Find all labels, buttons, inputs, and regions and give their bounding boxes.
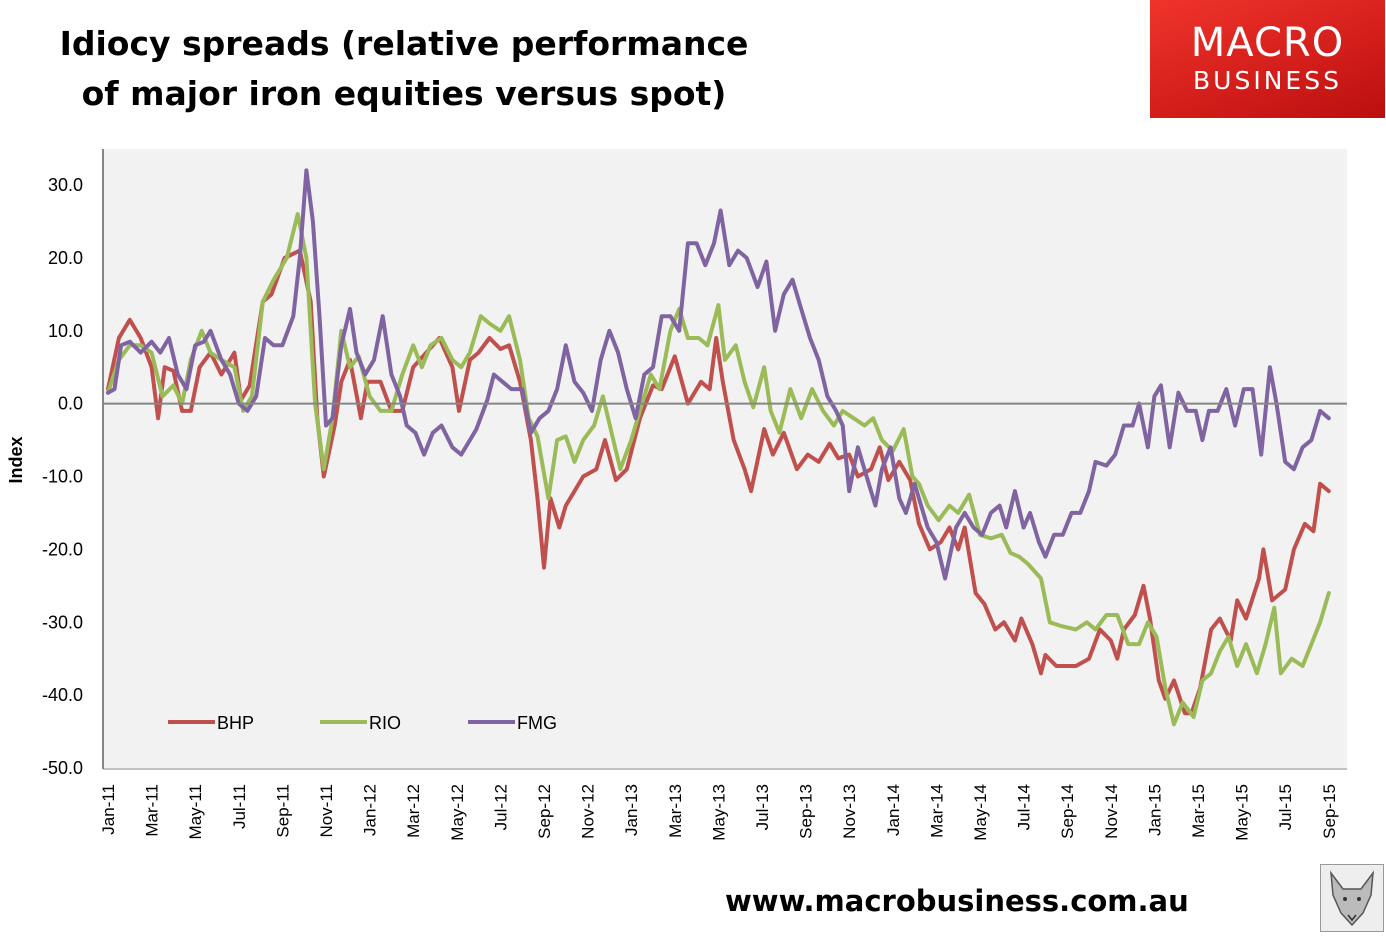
plot-area xyxy=(103,149,1347,768)
x-tick-label: Jan-12 xyxy=(361,784,380,836)
legend-label-rio: RIO xyxy=(369,713,401,733)
legend: BHP RIO FMG xyxy=(168,713,557,733)
website-url: www.macrobusiness.com.au xyxy=(725,884,1189,918)
y-tick-label: -40.0 xyxy=(42,685,83,705)
x-tick-label: Jul-15 xyxy=(1276,784,1295,830)
macrobusiness-logo: MACRO BUSINESS xyxy=(1150,0,1385,118)
series-line-rio xyxy=(106,212,1331,727)
y-tick-label: 20.0 xyxy=(48,248,83,268)
x-tick-label: Jul-14 xyxy=(1015,784,1034,830)
x-tick-label: May-15 xyxy=(1233,784,1252,841)
y-axis-label: Index xyxy=(6,436,26,483)
chart-title-line-1: Idiocy spreads (relative performance xyxy=(59,24,749,63)
chart-title-line-2: of major iron equities versus spot) xyxy=(81,74,727,113)
x-tick-label: May-13 xyxy=(709,784,728,841)
x-tick-label: Sep-11 xyxy=(273,784,292,838)
x-tick-label: Sep-13 xyxy=(797,784,816,839)
y-tick-label: 10.0 xyxy=(48,321,83,341)
y-tick-label: 30.0 xyxy=(48,175,83,195)
logo-line-1: MACRO xyxy=(1190,20,1345,66)
x-tick-label: May-12 xyxy=(448,784,467,841)
x-tick-label: Nov-13 xyxy=(840,784,859,839)
x-tick-label: Nov-14 xyxy=(1102,784,1121,839)
x-tick-label: Nov-11 xyxy=(317,784,336,838)
legend-label-bhp: BHP xyxy=(217,713,254,733)
x-tick-label: Jul-13 xyxy=(753,784,772,830)
x-tick-label: Sep-12 xyxy=(535,784,554,839)
legend-label-fmg: FMG xyxy=(517,713,557,733)
y-tick-labels: 30.0 20.0 10.0 0.0 -10.0 -20.0 -30.0 -40.0 -50.0 xyxy=(42,175,83,778)
x-tick-label: Mar-12 xyxy=(404,784,423,838)
y-tick-label: -50.0 xyxy=(42,758,83,778)
wolf-logo-icon xyxy=(1320,864,1384,932)
x-tick-label: Jan-13 xyxy=(622,784,641,836)
x-tick-label: May-11 xyxy=(186,784,205,839)
series-layer xyxy=(106,168,1331,727)
x-tick-label: May-14 xyxy=(971,784,990,841)
y-tick-label: -10.0 xyxy=(42,467,83,487)
x-tick-label: Sep-15 xyxy=(1320,784,1339,839)
x-tick-label: Jan-15 xyxy=(1145,784,1164,836)
x-tick-label: Mar-13 xyxy=(666,784,685,838)
y-tick-label: -20.0 xyxy=(42,539,83,559)
series-line-fmg xyxy=(106,168,1331,581)
x-tick-label: Nov-12 xyxy=(579,784,598,839)
x-tick-label: Mar-15 xyxy=(1189,784,1208,838)
x-tick-label: Jul-12 xyxy=(491,784,510,830)
logo-line-2: BUSINESS xyxy=(1193,66,1342,95)
x-tick-label: Jul-11 xyxy=(230,784,249,829)
x-tick-label: Jan-11 xyxy=(99,784,118,835)
x-tick-label: Sep-14 xyxy=(1058,784,1077,839)
x-tick-label: Mar-14 xyxy=(927,784,946,838)
x-tick-label: Mar-11 xyxy=(143,784,162,837)
y-tick-label: -30.0 xyxy=(42,612,83,632)
x-tick-label: Jan-14 xyxy=(884,784,903,836)
x-tick-labels: Jan-11 Mar-11 May-11 Jul-11 Sep-11 Nov-11 Jan-… xyxy=(99,784,1339,841)
y-tick-label: 0.0 xyxy=(58,394,83,414)
